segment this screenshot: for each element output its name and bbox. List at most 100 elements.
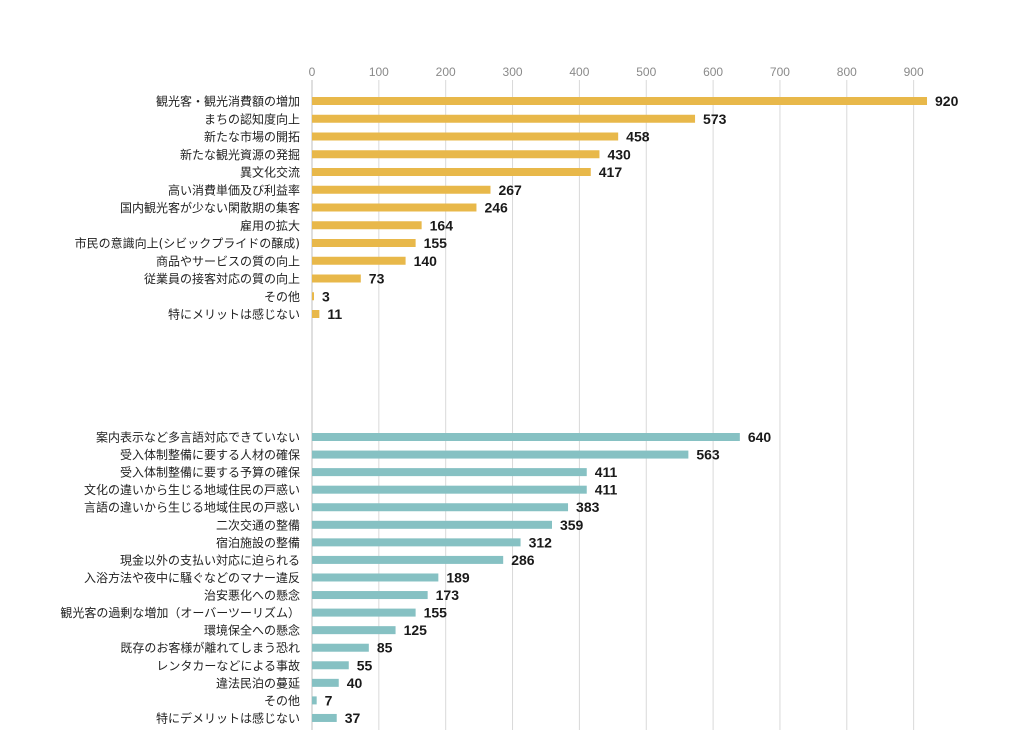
bar <box>312 713 337 722</box>
category-label: 新たな観光資源の発掘 <box>180 147 300 162</box>
bar <box>312 97 928 105</box>
category-label: 案内表示など多言語対応できていない <box>96 430 300 445</box>
category-label: 文化の違いから生じる地域住民の戸惑い <box>84 482 300 497</box>
category-label: 現金以外の支払い対応に迫られる <box>120 552 300 567</box>
bar <box>312 626 396 635</box>
data-label: 920 <box>935 93 959 109</box>
bar <box>312 450 689 459</box>
category-label: その他 <box>264 290 300 304</box>
category-label: 既存のお客様が離れてしまう恐れ <box>120 640 300 655</box>
bar <box>312 132 619 141</box>
bar <box>312 168 591 176</box>
category-label: 宿泊施設の整備 <box>216 535 300 550</box>
data-label: 458 <box>626 129 650 145</box>
bar <box>312 678 339 687</box>
data-label: 73 <box>369 271 385 287</box>
x-tick-label: 600 <box>703 65 723 79</box>
category-label: 特にメリットは感じない <box>168 307 300 322</box>
bar <box>312 203 477 212</box>
data-label: 189 <box>446 569 470 585</box>
category-label: 従業員の接客対応の質の向上 <box>144 271 300 286</box>
bars <box>312 97 928 722</box>
category-label: まちの認知度向上 <box>204 111 300 126</box>
bar <box>312 591 428 600</box>
category-label: 商品やサービスの質の向上 <box>156 253 300 268</box>
data-label: 173 <box>436 587 460 603</box>
data-label: 155 <box>424 235 448 251</box>
category-label: 観光客・観光消費額の増加 <box>156 94 300 109</box>
data-label: 383 <box>576 499 600 515</box>
x-tick-label: 200 <box>436 65 456 79</box>
category-label: 雇用の拡大 <box>240 218 300 233</box>
bar <box>312 292 315 301</box>
data-label: 563 <box>696 447 720 463</box>
category-label: 二次交通の整備 <box>216 517 300 532</box>
category-label: 言語の違いから生じる地域住民の戸惑い <box>84 500 300 515</box>
category-label: 市民の意識向上(シビックプライドの醸成) <box>75 236 300 251</box>
bar <box>312 555 504 564</box>
category-label: 環境保全への懸念 <box>204 623 300 638</box>
data-label: 55 <box>357 657 373 673</box>
category-label: 受入体制整備に要する予算の確保 <box>120 465 300 480</box>
bar <box>312 538 521 547</box>
category-label: 特にデメリットは感じない <box>156 710 300 725</box>
bar <box>312 643 369 652</box>
x-axis-ticks: 0 100 200 300 400 500 600 700 800 900 <box>309 65 924 79</box>
bar <box>312 696 317 705</box>
bar <box>312 185 491 194</box>
data-label: 286 <box>511 552 535 568</box>
category-label: 新たな市場の開拓 <box>204 129 300 144</box>
category-label: その他 <box>264 694 300 708</box>
category-label: 入浴方法や夜中に騒ぐなどのマナー違反 <box>84 570 300 585</box>
category-label: 高い消費単価及び利益率 <box>168 182 300 197</box>
data-label: 7 <box>325 692 333 708</box>
data-label: 411 <box>595 464 618 480</box>
bar <box>312 608 416 617</box>
bar <box>312 520 552 529</box>
data-label: 359 <box>560 517 584 533</box>
data-label: 411 <box>595 482 618 498</box>
bar <box>312 661 349 670</box>
x-tick-label: 800 <box>837 65 857 79</box>
x-tick-label: 400 <box>569 65 589 79</box>
x-tick-label: 100 <box>369 65 389 79</box>
bar <box>312 239 416 247</box>
bar <box>312 274 361 283</box>
category-label: レンタカーなどによる事故 <box>156 658 300 673</box>
data-label: 37 <box>345 710 361 726</box>
data-label: 430 <box>607 146 631 162</box>
bar <box>312 221 422 230</box>
data-label: 11 <box>327 306 342 322</box>
bar <box>312 468 587 477</box>
data-label: 164 <box>430 217 454 233</box>
bar <box>312 503 569 512</box>
x-tick-label: 900 <box>904 65 924 79</box>
data-label: 3 <box>322 288 330 304</box>
data-label: 312 <box>529 534 553 550</box>
data-label: 85 <box>377 640 393 656</box>
bar <box>312 310 320 318</box>
x-tick-label: 500 <box>636 65 656 79</box>
category-label: 異文化交流 <box>240 165 300 180</box>
data-label: 140 <box>414 253 438 269</box>
data-label: 125 <box>404 622 428 638</box>
x-tick-label: 0 <box>309 65 316 79</box>
bar <box>312 256 406 265</box>
bar <box>312 150 600 159</box>
data-label: 640 <box>748 429 772 445</box>
bar <box>312 433 740 441</box>
data-label: 267 <box>498 182 522 198</box>
data-label: 573 <box>703 111 727 127</box>
data-label: 40 <box>347 675 363 691</box>
category-labels: 観光客・観光消費額の増加まちの認知度向上新たな市場の開拓新たな観光資源の発掘異文… <box>60 94 300 726</box>
data-label: 417 <box>599 164 623 180</box>
x-tick-label: 300 <box>503 65 523 79</box>
bar <box>312 114 696 123</box>
category-label: 観光客の過剰な増加（オーバーツーリズム） <box>60 605 300 620</box>
category-label: 違法民泊の蔓延 <box>216 676 300 690</box>
category-label: 受入体制整備に要する人材の確保 <box>120 447 300 462</box>
category-label: 国内観光客が少ない閑散期の集客 <box>120 200 300 215</box>
bar <box>312 485 587 494</box>
